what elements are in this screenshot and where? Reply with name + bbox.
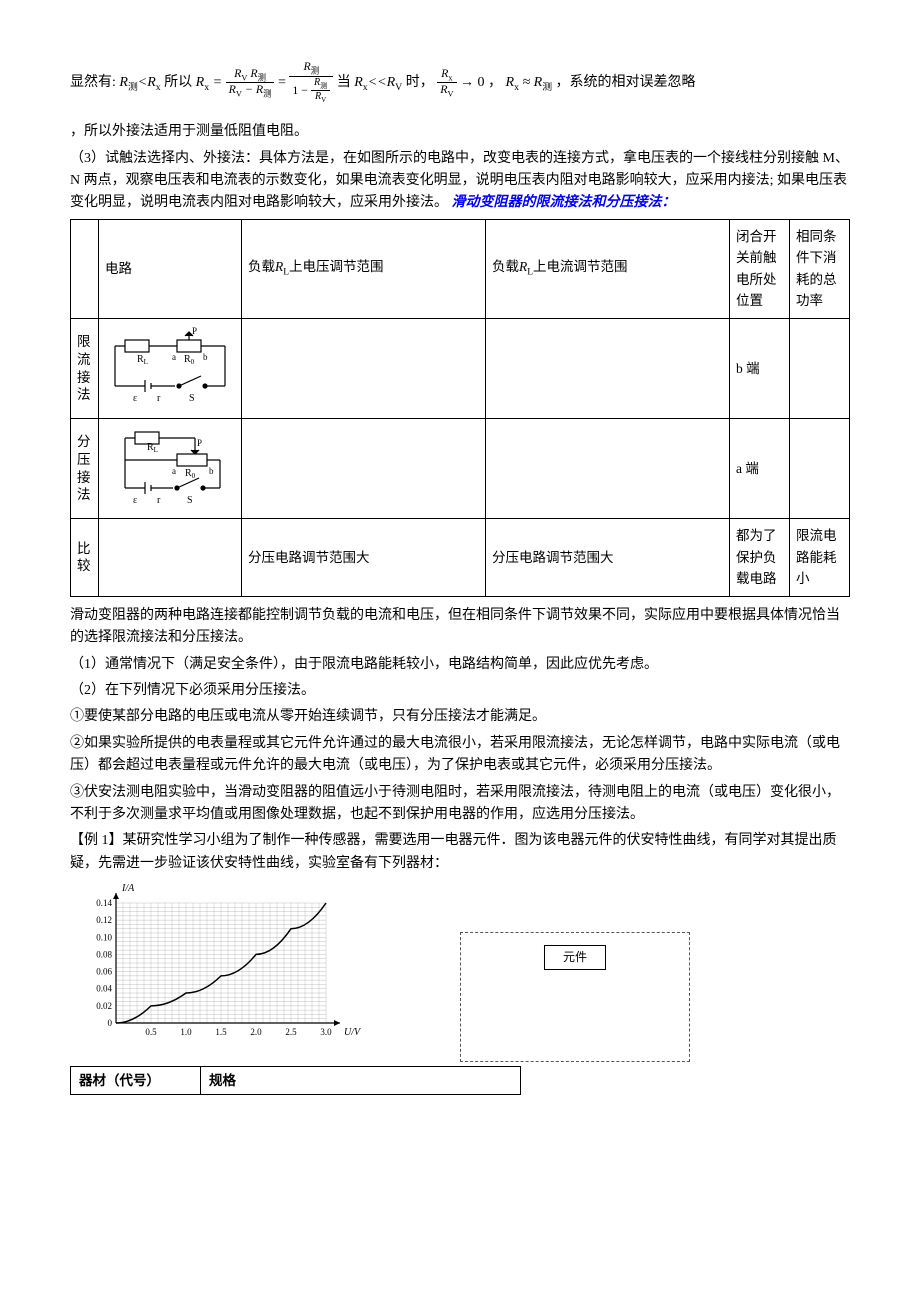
- component-schematic: 元件: [460, 932, 690, 1062]
- svg-text:0.06: 0.06: [96, 967, 112, 977]
- cell-limit-current: [486, 319, 730, 419]
- eq-when2: 时，: [406, 75, 434, 90]
- th-current-range: 负载RL上电流调节范围: [486, 219, 730, 318]
- label-P-2: P: [197, 438, 202, 448]
- paragraph-8: ③伏安法测电阻实验中，当滑动变阻器的阻值远小于待测电阻时，若采用限流接法，待测电…: [70, 782, 850, 827]
- paragraph-9: 【例 1】某研究性学习小组为了制作一种传感器，需要选用一电器元件．图为该电器元件…: [70, 830, 850, 875]
- svg-text:0.12: 0.12: [96, 915, 112, 925]
- row-label-compare: 比较: [71, 519, 99, 597]
- th-equipment-name: 器材（代号）: [71, 1066, 201, 1095]
- eq-cond: R测<Rx: [119, 75, 160, 90]
- svg-text:0.02: 0.02: [96, 1001, 112, 1011]
- svg-text:0.5: 0.5: [145, 1027, 157, 1037]
- svg-text:1.0: 1.0: [180, 1027, 192, 1037]
- svg-text:U/V: U/V: [344, 1027, 362, 1038]
- equation-paragraph: 显然有: R测<Rx 所以 Rx = RV R测 RV − R测 = R测 1 …: [70, 60, 850, 105]
- label-R0-2: R0: [185, 468, 196, 480]
- circuit-limit: RL a R0 b P ε r S: [99, 319, 242, 419]
- svg-text:0.14: 0.14: [96, 898, 112, 908]
- svg-text:2.0: 2.0: [250, 1027, 262, 1037]
- paragraph-4: （1）通常情况下（满足安全条件），由于限流电路能耗较小，电路结构简单，因此应优先…: [70, 654, 850, 676]
- svg-text:I/A: I/A: [121, 883, 135, 894]
- cell-limit-pos: b 端: [730, 319, 790, 419]
- label-S-2: S: [187, 495, 193, 506]
- eq-so: 所以: [164, 75, 192, 90]
- cell-compare-circuit: [99, 519, 242, 597]
- rheostat-table: 电路 负载RL上电压调节范围 负载RL上电流调节范围 闭合开关前触电所处位置 相…: [70, 219, 850, 597]
- label-r: r: [157, 393, 161, 404]
- eq-frac2: R测 1 − R测RV: [289, 60, 333, 105]
- eq-prefix: 显然有:: [70, 75, 116, 90]
- label-RL: RL: [137, 354, 148, 366]
- th-power: 相同条件下消耗的总功率: [790, 219, 850, 318]
- table-row-compare: 比较 分压电路调节范围大 分压电路调节范围大 都为了保护负载电路 限流电路能耗小: [71, 519, 850, 597]
- label-b: b: [203, 352, 208, 362]
- cell-compare-current: 分压电路调节范围大: [486, 519, 730, 597]
- label-b-2: b: [209, 466, 214, 476]
- label-P: P: [192, 326, 197, 336]
- th-equipment-spec: 规格: [201, 1066, 521, 1095]
- label-a: a: [172, 352, 176, 362]
- label-eps: ε: [133, 393, 137, 404]
- paragraph-3: 滑动变阻器的两种电路连接都能控制调节负载的电流和电压，但在相同条件下调节效果不同…: [70, 605, 850, 650]
- th-circuit: 电路: [99, 219, 242, 318]
- eq-frac1: RV R测 RV − R测: [226, 67, 275, 99]
- cell-divide-power: [790, 419, 850, 519]
- component-label: 元件: [544, 945, 606, 970]
- paragraph-2: （3）试触法选择内、外接法：具体方法是，在如图所示的电路中，改变电表的连接方式，…: [70, 148, 850, 215]
- label-a-2: a: [172, 466, 176, 476]
- cell-compare-voltage: 分压电路调节范围大: [242, 519, 486, 597]
- svg-text:3.0: 3.0: [320, 1027, 332, 1037]
- equipment-table: 器材（代号） 规格: [70, 1066, 521, 1096]
- table-row-limit: 限流接法: [71, 319, 850, 419]
- equipment-table-header: 器材（代号） 规格: [71, 1066, 521, 1095]
- cell-compare-pos: 都为了保护负载电路: [730, 519, 790, 597]
- svg-text:2.5: 2.5: [285, 1027, 297, 1037]
- paragraph-6: ①要使某部分电路的电压或电流从零开始连续调节，只有分压接法才能满足。: [70, 706, 850, 728]
- cell-limit-power: [790, 319, 850, 419]
- th-switch-pos: 闭合开关前触电所处位置: [730, 219, 790, 318]
- cell-compare-power: 限流电路能耗小: [790, 519, 850, 597]
- svg-text:0.10: 0.10: [96, 932, 112, 942]
- svg-text:0: 0: [108, 1018, 113, 1028]
- label-r-2: r: [157, 495, 161, 506]
- section-heading-highlight: 滑动变阻器的限流接法和分压接法：: [452, 195, 676, 210]
- row-label-limit: 限流接法: [71, 319, 99, 419]
- iv-chart: 0.02 0.04 0.06 0.08 0.10 0.12 0.14 0 0.5 1.0 1.5 2.…: [70, 883, 380, 1061]
- th-voltage-range: 负载RL上电压调节范围: [242, 219, 486, 318]
- eq-rx-eq: Rx =: [196, 75, 222, 90]
- svg-text:1.5: 1.5: [215, 1027, 227, 1037]
- table-header-row: 电路 负载RL上电压调节范围 负载RL上电流调节范围 闭合开关前触电所处位置 相…: [71, 219, 850, 318]
- circuit-divide: RL P a R0 b ε r S: [99, 419, 242, 519]
- figures-container: 0.02 0.04 0.06 0.08 0.10 0.12 0.14 0 0.5 1.0 1.5 2.…: [70, 883, 850, 1061]
- cell-limit-voltage: [242, 319, 486, 419]
- th-blank: [71, 219, 99, 318]
- paragraph-7: ②如果实验所提供的电表量程或其它元件允许通过的最大电流很小，若采用限流接法，无论…: [70, 733, 850, 778]
- svg-text:0.08: 0.08: [96, 950, 112, 960]
- cell-divide-pos: a 端: [730, 419, 790, 519]
- eq-when: 当: [337, 75, 351, 90]
- table-row-divide: 分压接法: [71, 419, 850, 519]
- eq-cond2: Rx<<RV: [354, 75, 402, 90]
- eq-approx: Rx ≈ R测: [506, 75, 553, 90]
- cell-divide-voltage: [242, 419, 486, 519]
- label-S: S: [189, 393, 195, 404]
- label-eps-2: ε: [133, 495, 137, 506]
- svg-text:0.04: 0.04: [96, 984, 112, 994]
- row-label-divide: 分压接法: [71, 419, 99, 519]
- paragraph-1: ，所以外接法适用于测量低阻值电阻。: [70, 121, 850, 143]
- eq-tail: ，系统的相对误差忽略: [556, 75, 696, 90]
- cell-divide-current: [486, 419, 730, 519]
- eq-to: → 0 ，: [460, 75, 502, 90]
- paragraph-5: （2）在下列情况下必须采用分压接法。: [70, 680, 850, 702]
- label-R0: R0: [184, 354, 195, 366]
- eq-frac3: Rx RV: [437, 67, 456, 99]
